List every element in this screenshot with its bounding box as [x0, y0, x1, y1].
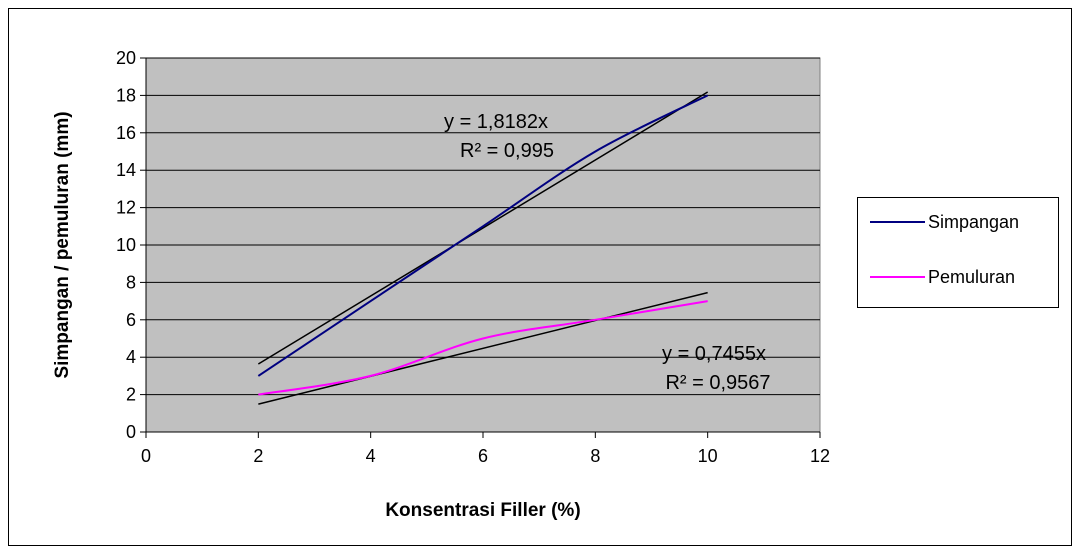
legend-box	[857, 197, 1059, 308]
legend-label-pemuluran: Pemuluran	[928, 267, 1015, 287]
trendline-equation-simpangan: y = 1,8182x	[444, 111, 548, 133]
x-tick-label: 12	[810, 446, 830, 466]
series-line-simpangan	[257, 94, 709, 377]
trendline-r2-simpangan: R² = 0,995	[460, 140, 554, 162]
x-axis-title: Konsentrasi Filler (%)	[385, 500, 580, 521]
y-tick-label: 8	[126, 272, 136, 292]
trendline-simpangan	[257, 91, 709, 365]
y-tick-label: 18	[116, 85, 136, 105]
legend-label-simpangan: Simpangan	[928, 212, 1019, 232]
series-line-pemuluran	[258, 300, 708, 396]
y-tick-label: 0	[126, 422, 136, 442]
y-tick-label: 12	[116, 198, 136, 218]
legend: Simpangan Pemuluran	[857, 197, 1059, 308]
y-tick-label: 2	[126, 385, 136, 405]
x-tick-label: 10	[698, 446, 718, 466]
axes: 0 2 4 6 8 10 12 14 16 18 20 0 2 4 6 8 10 12	[116, 48, 830, 466]
x-tick-label: 2	[253, 446, 263, 466]
y-tick-label: 14	[116, 160, 136, 180]
y-axis-title: Simpangan / pemuluran (mm)	[52, 111, 73, 378]
y-tick-label: 16	[116, 123, 136, 143]
x-tick-label: 0	[141, 446, 151, 466]
trendline-pemuluran	[258, 291, 708, 405]
y-tick-label: 10	[116, 235, 136, 255]
x-tick-label: 4	[366, 446, 376, 466]
x-tick-label: 8	[590, 446, 600, 466]
gridlines	[146, 57, 820, 396]
y-tick-label: 20	[116, 48, 136, 68]
y-tick-label: 4	[126, 347, 136, 367]
x-tick-label: 6	[478, 446, 488, 466]
y-tick-label: 6	[126, 310, 136, 330]
trendline-r2-pemuluran: R² = 0,9567	[665, 372, 770, 394]
trendlines	[257, 91, 709, 405]
trendline-equation-pemuluran: y = 0,7455x	[662, 343, 766, 365]
series-lines	[257, 94, 709, 396]
